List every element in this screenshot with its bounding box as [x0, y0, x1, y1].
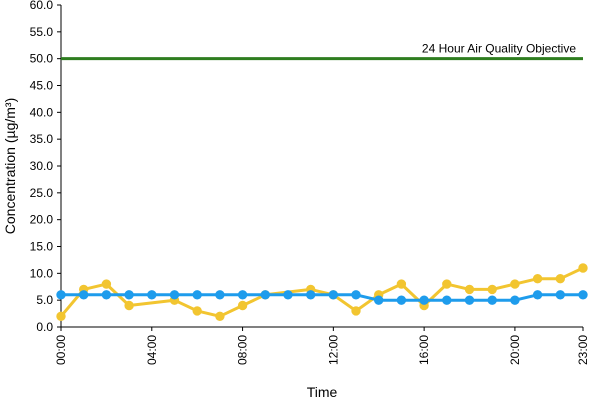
data-point	[419, 295, 429, 305]
y-tick-label: 55.0	[30, 25, 54, 39]
x-tick-label: 08:00	[236, 335, 250, 365]
data-point	[328, 290, 338, 300]
y-tick-label: 40.0	[30, 105, 54, 119]
y-axis-title: Concentration (µg/m³)	[2, 98, 18, 234]
data-point	[442, 295, 452, 305]
y-tick-label: 15.0	[30, 240, 54, 254]
data-point	[124, 290, 134, 300]
data-point	[555, 274, 565, 284]
y-tick-label: 5.0	[36, 293, 53, 307]
x-tick-label: 16:00	[417, 335, 431, 365]
data-point	[396, 295, 407, 305]
reference-line-label: 24 Hour Air Quality Objective	[422, 42, 576, 56]
data-point	[215, 311, 225, 321]
data-point	[578, 290, 588, 300]
data-point	[283, 290, 293, 300]
data-point	[510, 295, 520, 305]
data-point	[555, 290, 565, 300]
y-tick-label: 10.0	[30, 266, 54, 280]
y-tick-label: 0.0	[36, 320, 53, 334]
data-point	[487, 284, 497, 295]
y-tick-label: 50.0	[30, 52, 54, 66]
data-point	[192, 290, 202, 300]
data-point	[578, 263, 588, 273]
data-point	[464, 284, 475, 295]
data-point	[192, 306, 202, 316]
data-point	[237, 300, 248, 311]
y-tick-label: 20.0	[30, 213, 54, 227]
x-tick-label: 12:00	[326, 335, 340, 365]
data-point	[101, 279, 112, 289]
data-point	[56, 290, 66, 300]
data-point	[374, 295, 384, 305]
y-tick-label: 30.0	[30, 159, 54, 173]
data-point	[532, 290, 543, 300]
reference-line-group: 24 Hour Air Quality Objective	[61, 42, 583, 61]
data-point	[396, 279, 407, 289]
x-axis-title: Time	[307, 384, 338, 400]
series-line	[61, 293, 583, 302]
x-tick-label: 23:00	[576, 335, 590, 365]
data-point	[442, 279, 452, 289]
y-tick-label: 45.0	[30, 79, 54, 93]
data-point	[101, 290, 112, 300]
x-tick-label: 20:00	[508, 335, 522, 365]
y-tick-label: 35.0	[30, 132, 54, 146]
data-point	[169, 290, 180, 300]
y-tick-label: 25.0	[30, 186, 54, 200]
series-group	[56, 263, 588, 321]
data-point	[532, 274, 543, 284]
y-tick-label: 60.0	[30, 0, 54, 12]
data-point	[215, 290, 225, 300]
series-1	[56, 263, 588, 321]
data-point	[351, 290, 361, 300]
data-point	[306, 290, 316, 300]
data-point	[487, 295, 497, 305]
x-tick-label: 00:00	[54, 335, 68, 365]
y-axis-ticks: 0.0 5.0 10.0 15.0 20.0 25.0 30.0 35.0 40.0 45.0 50…	[30, 0, 61, 334]
data-point	[124, 300, 134, 311]
data-point	[56, 311, 66, 321]
data-point	[510, 279, 520, 289]
data-point	[351, 306, 361, 316]
series-2	[56, 290, 588, 305]
data-point	[260, 290, 270, 300]
data-point	[237, 290, 248, 300]
series-line	[59, 266, 584, 318]
x-axis-ticks: 00:00 04:00 08:00 12:00 16:00 20:00 23:00	[54, 327, 590, 365]
x-tick-label: 04:00	[145, 335, 159, 365]
data-point	[147, 290, 157, 300]
data-point	[79, 290, 89, 300]
data-point	[464, 295, 475, 305]
